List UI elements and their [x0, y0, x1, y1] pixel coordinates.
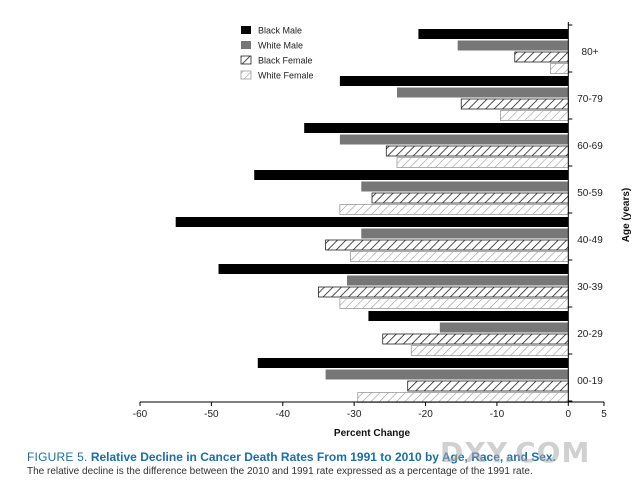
bar-white-male-60-69	[339, 134, 569, 145]
axes-group: 80+ 70-79 60-69 50-59 40-49 30-39 20-29 00-19 -6…	[133, 22, 607, 420]
bar-white-male-00-19	[325, 369, 569, 380]
y-axis-title: Age (years)	[621, 188, 632, 242]
bar-white-male-70-79	[396, 87, 569, 98]
bar-black-male-30-39	[218, 264, 569, 274]
bar-white-female-30-39	[339, 298, 569, 309]
bar-black-female-50-59	[371, 192, 569, 204]
bar-black-male-50-59	[254, 170, 569, 180]
x-tick-label: -60	[133, 409, 148, 420]
bar-white-female-80+	[550, 63, 569, 74]
x-tick-label: -10	[490, 409, 505, 420]
bar-black-female-60-69	[385, 145, 569, 157]
category-label: 40-49	[577, 235, 603, 246]
bar-white-female-00-19	[357, 392, 569, 403]
bar-black-male-20-29	[368, 311, 569, 321]
bar-black-male-00-19	[257, 358, 569, 368]
legend-swatch	[240, 55, 252, 65]
x-tick-label: -50	[204, 409, 219, 420]
legend-label: White Female	[258, 71, 314, 81]
bar-white-male-40-49	[361, 228, 569, 239]
x-tick-label: -30	[347, 409, 362, 420]
bar-white-female-20-29	[410, 345, 569, 356]
x-axis-title: Percent Change	[334, 428, 411, 439]
figure-title: Relative Decline in Cancer Death Rates F…	[90, 450, 556, 464]
bar-white-male-80+	[457, 40, 569, 51]
category-label: 50-59	[577, 188, 603, 199]
watermark-logo: DXY.COM	[440, 436, 591, 469]
bar-white-female-70-79	[500, 110, 569, 121]
bar-black-male-70-79	[339, 76, 569, 86]
category-label: 20-29	[577, 329, 603, 340]
legend-swatch	[241, 26, 251, 34]
legend-label: Black Male	[258, 26, 302, 36]
bars-group	[175, 29, 569, 403]
bar-black-female-80+	[514, 51, 569, 63]
bar-black-female-00-19	[407, 380, 569, 392]
bar-black-male-60-69	[304, 123, 569, 133]
legend: Black Male White Male Black Female White Fe…	[240, 26, 314, 81]
x-tick-label: -40	[276, 409, 291, 420]
x-tick-label: 0	[566, 409, 572, 420]
category-label: 60-69	[577, 141, 603, 152]
legend-label: White Male	[258, 41, 303, 51]
category-label: 80+	[582, 47, 599, 58]
bar-white-male-30-39	[347, 275, 569, 286]
legend-label: Black Female	[258, 56, 313, 66]
figure-label: FIGURE 5.	[27, 450, 88, 464]
bar-black-female-70-79	[460, 98, 569, 110]
category-label: 00-19	[577, 376, 603, 387]
bar-black-female-40-49	[325, 239, 569, 251]
bar-white-female-60-69	[396, 157, 569, 168]
bar-white-female-40-49	[350, 251, 569, 262]
x-tick-label: -20	[418, 409, 433, 420]
bar-black-female-30-39	[318, 286, 569, 298]
x-tick-label: 5	[601, 409, 607, 420]
bar-black-female-20-29	[382, 333, 569, 345]
figure-caption-text: The relative decline is the difference b…	[27, 466, 533, 477]
category-label: 70-79	[577, 94, 603, 105]
category-label: 30-39	[577, 282, 603, 293]
bar-black-male-80+	[418, 29, 569, 39]
bar-chart: Black Male White Male Black Female White Fe…	[133, 22, 632, 439]
bar-white-female-50-59	[339, 204, 569, 215]
legend-swatch	[240, 70, 252, 80]
bar-white-male-20-29	[439, 322, 569, 333]
legend-swatch	[241, 41, 251, 49]
figure-caption-title: FIGURE 5. Relative Decline in Cancer Dea…	[27, 450, 556, 464]
bar-white-male-50-59	[361, 181, 569, 192]
bar-black-male-40-49	[175, 217, 569, 227]
